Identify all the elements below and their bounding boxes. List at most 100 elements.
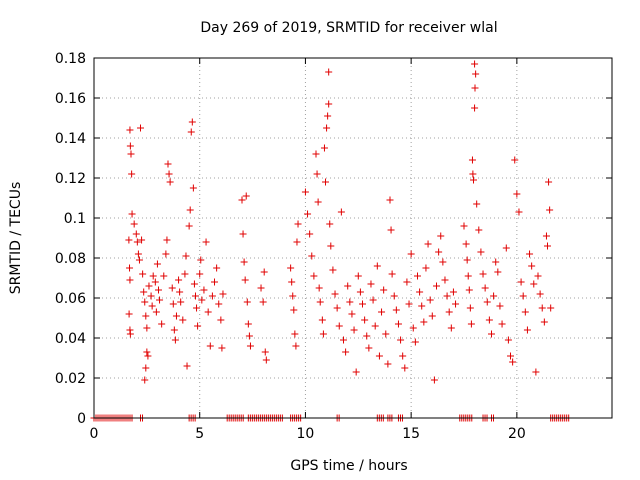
data-point [126, 126, 134, 134]
data-point [465, 286, 473, 294]
x-tick-label: 10 [297, 426, 315, 442]
data-point [373, 262, 381, 270]
data-points [90, 60, 574, 422]
data-point [312, 150, 320, 158]
data-point [339, 336, 347, 344]
data-point [293, 238, 301, 246]
data-point [135, 256, 143, 264]
data-point [191, 292, 199, 300]
data-point [141, 298, 149, 306]
data-point [193, 304, 201, 312]
data-point [142, 312, 150, 320]
data-point [498, 320, 506, 328]
data-point [238, 196, 246, 204]
data-point [447, 324, 455, 332]
data-point [430, 376, 438, 384]
data-point [186, 206, 194, 214]
data-point [316, 298, 324, 306]
data-point [471, 104, 479, 112]
data-point [187, 128, 195, 136]
data-point [407, 250, 415, 258]
data-point [473, 200, 481, 208]
data-point [547, 304, 555, 312]
data-point [197, 256, 205, 264]
data-point [397, 336, 405, 344]
data-point [189, 184, 197, 192]
data-point [259, 298, 267, 306]
data-point [168, 284, 176, 292]
data-point [126, 142, 134, 150]
data-point [439, 258, 447, 266]
data-point [319, 330, 327, 338]
data-point [128, 210, 136, 218]
data-point [507, 352, 515, 360]
data-point [492, 258, 500, 266]
data-point [361, 316, 369, 324]
data-point [143, 324, 151, 332]
data-point [469, 170, 477, 178]
data-point [246, 342, 254, 350]
x-tick-label: 15 [402, 426, 420, 442]
data-point [386, 196, 394, 204]
data-point [424, 240, 432, 248]
data-point [481, 284, 489, 292]
data-point [181, 270, 189, 278]
data-point [392, 306, 400, 314]
data-point [335, 322, 343, 330]
y-tick-label: 0.08 [55, 251, 86, 267]
data-point [331, 290, 339, 298]
data-point [387, 226, 395, 234]
data-point [365, 344, 373, 352]
data-point [511, 156, 519, 164]
data-point [125, 310, 133, 318]
data-point [526, 250, 534, 258]
data-point [327, 242, 335, 250]
data-point [147, 292, 155, 300]
data-point [164, 160, 172, 168]
data-point [142, 364, 150, 372]
data-point [388, 270, 396, 278]
data-point [158, 320, 166, 328]
data-point [325, 68, 333, 76]
data-point [413, 272, 421, 280]
data-point [346, 298, 354, 306]
data-point [132, 230, 140, 238]
y-tick-label: 0.18 [55, 51, 86, 67]
data-point [166, 178, 174, 186]
data-point [260, 268, 268, 276]
data-point [318, 316, 326, 324]
data-point [418, 302, 426, 310]
data-point [534, 272, 542, 280]
data-point [206, 342, 214, 350]
data-point [449, 288, 457, 296]
data-point [149, 272, 157, 280]
data-point [190, 280, 198, 288]
data-point [359, 300, 367, 308]
data-point [390, 292, 398, 300]
y-tick-label: 0.1 [64, 211, 86, 227]
data-point [215, 300, 223, 308]
data-point [179, 316, 187, 324]
data-point [462, 240, 470, 248]
data-point [464, 272, 472, 280]
data-point [477, 248, 485, 256]
data-point [435, 248, 443, 256]
data-point [325, 100, 333, 108]
data-point [137, 124, 145, 132]
data-point [313, 170, 321, 178]
data-point [545, 178, 553, 186]
data-point [126, 264, 134, 272]
y-tick-label: 0.06 [55, 291, 86, 307]
data-point [378, 308, 386, 316]
data-point [217, 316, 225, 324]
data-point [141, 376, 149, 384]
data-point [128, 170, 136, 178]
x-axis-label: GPS time / hours [290, 458, 407, 474]
data-point [169, 300, 177, 308]
y-tick-label: 0.02 [55, 371, 86, 387]
data-point [182, 252, 190, 260]
y-tick-label: 0.16 [55, 91, 86, 107]
data-point [403, 278, 411, 286]
data-point [242, 192, 250, 200]
